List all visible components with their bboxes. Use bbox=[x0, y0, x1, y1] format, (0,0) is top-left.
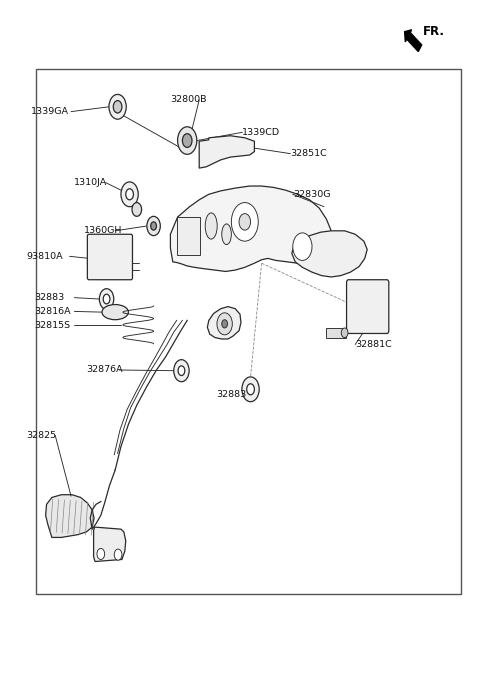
Circle shape bbox=[132, 203, 142, 216]
Bar bbox=[177, 217, 200, 255]
Circle shape bbox=[147, 216, 160, 236]
Circle shape bbox=[97, 548, 105, 559]
Polygon shape bbox=[199, 136, 254, 168]
Circle shape bbox=[178, 366, 185, 376]
Bar bbox=[36, 69, 461, 594]
Ellipse shape bbox=[222, 224, 231, 245]
Circle shape bbox=[242, 377, 259, 402]
Circle shape bbox=[174, 360, 189, 382]
Polygon shape bbox=[94, 527, 126, 562]
Polygon shape bbox=[207, 307, 241, 339]
Circle shape bbox=[151, 222, 156, 230]
Circle shape bbox=[103, 294, 110, 304]
Text: 1339GA: 1339GA bbox=[31, 107, 69, 116]
Text: 32883: 32883 bbox=[216, 389, 246, 399]
Circle shape bbox=[178, 127, 197, 154]
Polygon shape bbox=[292, 231, 367, 277]
Circle shape bbox=[247, 384, 254, 395]
Polygon shape bbox=[46, 495, 94, 537]
Text: 32876A: 32876A bbox=[86, 365, 123, 375]
FancyBboxPatch shape bbox=[87, 234, 132, 280]
Text: 32830G: 32830G bbox=[293, 189, 330, 199]
Text: 32825: 32825 bbox=[26, 431, 57, 440]
Text: 1310JA: 1310JA bbox=[74, 178, 108, 187]
Circle shape bbox=[231, 203, 258, 241]
Text: 32815S: 32815S bbox=[35, 320, 71, 330]
Ellipse shape bbox=[205, 213, 217, 239]
Circle shape bbox=[99, 289, 114, 309]
Circle shape bbox=[239, 214, 251, 230]
Circle shape bbox=[222, 320, 228, 328]
Text: 1339CD: 1339CD bbox=[242, 127, 280, 137]
Text: 1360GH: 1360GH bbox=[84, 226, 122, 236]
Ellipse shape bbox=[102, 305, 128, 320]
Circle shape bbox=[341, 328, 348, 338]
Circle shape bbox=[217, 313, 232, 335]
Text: 32881C: 32881C bbox=[355, 340, 392, 349]
Text: 32851C: 32851C bbox=[290, 149, 327, 158]
Text: 93810A: 93810A bbox=[26, 251, 63, 261]
Circle shape bbox=[126, 189, 133, 200]
Text: 32800B: 32800B bbox=[170, 95, 207, 105]
Text: 32883: 32883 bbox=[35, 293, 65, 302]
Circle shape bbox=[114, 549, 122, 560]
Circle shape bbox=[121, 182, 138, 207]
Circle shape bbox=[182, 134, 192, 147]
Circle shape bbox=[293, 233, 312, 260]
Text: FR.: FR. bbox=[423, 25, 445, 37]
Text: 32816A: 32816A bbox=[35, 307, 71, 316]
Bar bbox=[326, 328, 346, 338]
FancyBboxPatch shape bbox=[347, 280, 389, 333]
FancyArrow shape bbox=[405, 30, 422, 52]
Polygon shape bbox=[170, 186, 331, 271]
Circle shape bbox=[109, 94, 126, 119]
Circle shape bbox=[113, 101, 122, 113]
